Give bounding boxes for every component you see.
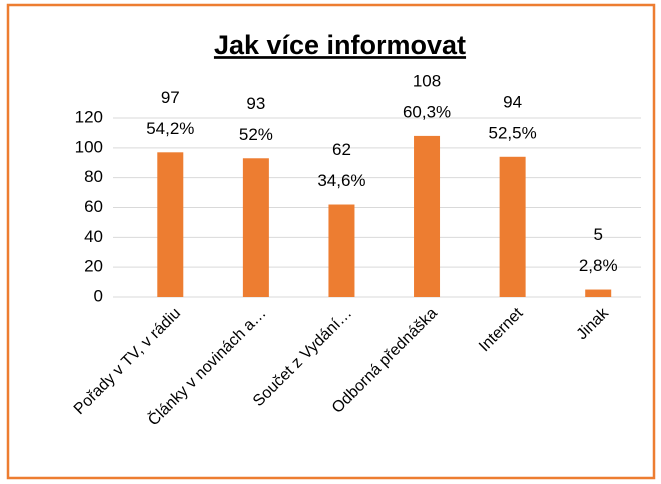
chart-title: Jak více informovat <box>214 30 466 60</box>
percentage-label: 54,2% <box>146 119 194 138</box>
bar <box>328 204 355 297</box>
value-label: 97 <box>161 88 180 107</box>
value-label: 5 <box>593 225 602 244</box>
value-label: 93 <box>246 94 265 113</box>
value-label: 62 <box>332 140 351 159</box>
bar <box>242 158 269 297</box>
bar <box>585 289 612 297</box>
bar <box>157 152 184 297</box>
value-label: 94 <box>503 92 522 111</box>
y-tick-label: 60 <box>84 197 103 216</box>
percentage-label: 60,3% <box>403 102 451 121</box>
value-label: 108 <box>413 71 441 90</box>
y-tick-label: 100 <box>75 137 103 156</box>
y-tick-label: 120 <box>75 107 103 126</box>
y-tick-label: 20 <box>84 257 103 276</box>
percentage-label: 2,8% <box>579 256 618 275</box>
percentage-label: 34,6% <box>317 171 365 190</box>
percentage-label: 52% <box>239 125 273 144</box>
y-tick-label: 80 <box>84 167 103 186</box>
bar <box>414 135 441 297</box>
bar <box>499 156 526 297</box>
percentage-label: 52,5% <box>489 123 537 142</box>
y-tick-label: 40 <box>84 227 103 246</box>
y-tick-label: 0 <box>94 286 103 305</box>
